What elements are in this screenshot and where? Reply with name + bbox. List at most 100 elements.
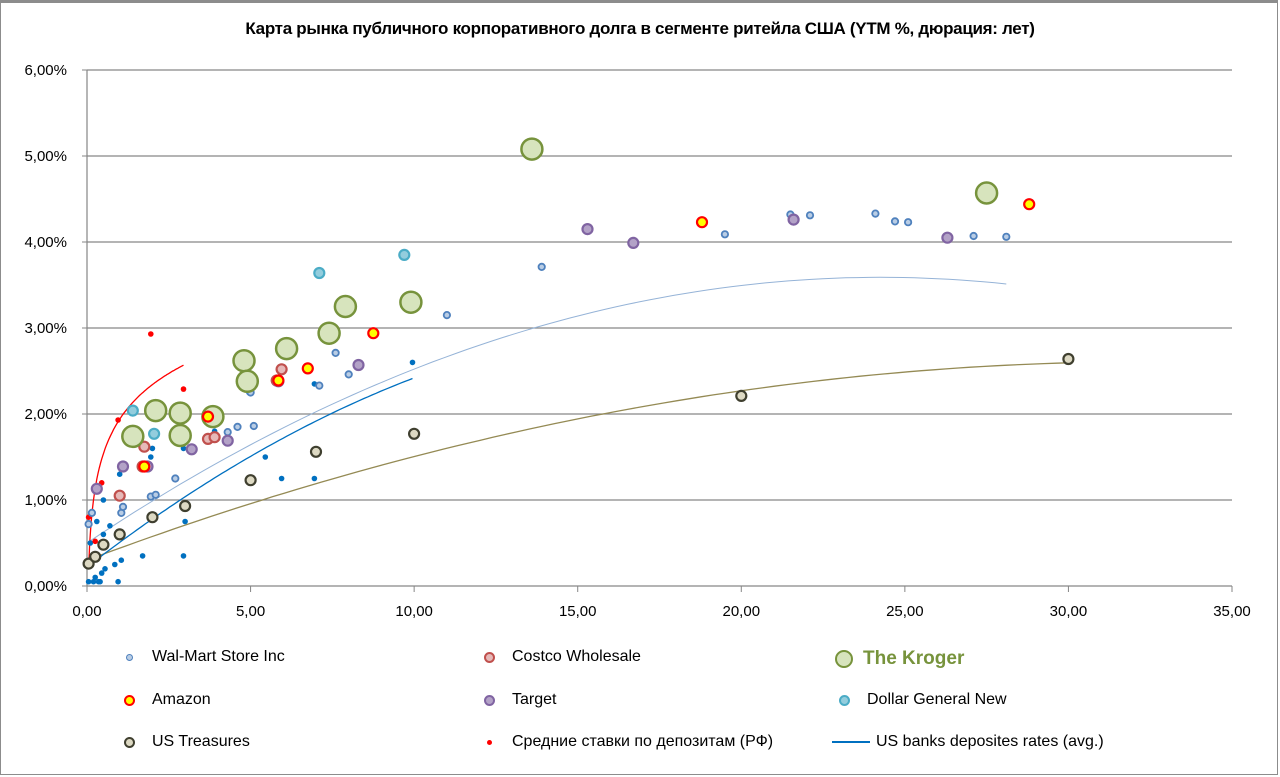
data-point-us_banks — [92, 574, 98, 581]
data-point-us_treasures — [146, 511, 159, 524]
data-point-us_treasures — [179, 499, 192, 513]
data-point-dollar_general — [313, 266, 326, 280]
data-point-us_banks — [409, 359, 416, 366]
legend-label: Средние ставки по депозитам (РФ) — [512, 733, 774, 750]
x-tick-label: 0,00 — [72, 603, 101, 620]
data-point-us_banks — [85, 578, 92, 585]
series-target — [90, 213, 954, 495]
data-point-us_treasures — [89, 550, 102, 563]
data-point-walmart — [84, 519, 93, 529]
y-tick-label: 6,00% — [24, 62, 67, 79]
legend-marker-swatch — [123, 736, 135, 748]
data-point-walmart — [151, 490, 160, 499]
data-point-us_treasures — [309, 445, 323, 458]
data-point-us_banks — [90, 578, 97, 585]
data-point-us_banks — [148, 454, 154, 460]
legend-marker-swatch — [483, 694, 495, 706]
legend-item-us_banks: US banks deposites rates (avg.) — [832, 733, 1104, 751]
legend-item-target: Target — [480, 691, 556, 709]
trendlines — [87, 276, 1069, 569]
data-point-us_treasures — [113, 528, 126, 541]
gridlines — [87, 69, 1232, 501]
legend-item-costco: Costco Wholesale — [480, 648, 641, 666]
data-point-kroger — [168, 401, 192, 425]
legend-label: The Kroger — [863, 648, 965, 669]
legend-marker-swatch — [838, 694, 850, 706]
data-point-us_banks — [100, 497, 107, 503]
legend-item-us_treasures: US Treasures — [120, 733, 250, 751]
legend-line-swatch — [832, 741, 870, 743]
trendline-us_treasures — [88, 362, 1069, 561]
data-point-rf_deposits — [180, 386, 187, 392]
data-point-walmart — [249, 421, 258, 431]
x-tick-label: 5,00 — [236, 603, 265, 620]
data-point-amazon — [201, 410, 215, 423]
data-point-amazon — [1023, 198, 1036, 211]
data-point-kroger — [121, 424, 145, 449]
data-point-walmart — [87, 508, 97, 518]
series-us_banks — [85, 359, 416, 585]
data-point-dollar_general — [398, 248, 411, 261]
data-point-walmart — [118, 502, 128, 511]
data-point-us_banks — [149, 445, 156, 452]
x-tick-label: 25,00 — [886, 603, 924, 620]
y-tick-label: 4,00% — [24, 234, 67, 251]
x-tick-label: 15,00 — [559, 603, 597, 620]
y-tick-label: 1,00% — [24, 492, 67, 509]
data-point-kroger — [317, 321, 341, 345]
data-point-target — [627, 236, 640, 249]
data-point-us_banks — [180, 553, 187, 559]
data-point-kroger — [399, 290, 423, 314]
legend-label: Dollar General New — [867, 691, 1007, 708]
data-point-us_banks — [116, 471, 123, 478]
data-point-us_treasures — [244, 474, 257, 487]
data-point-us_banks — [139, 553, 146, 559]
data-point-walmart — [805, 211, 815, 220]
data-point-walmart — [344, 370, 353, 379]
data-point-walmart — [871, 209, 880, 218]
legend-label: Wal-Mart Store Inc — [152, 648, 285, 665]
legend-marker-swatch — [483, 651, 495, 663]
data-point-us_banks — [112, 561, 118, 568]
tick-labels: 0,00% 1,00% 2,00% 3,00% 4,00% 5,00% 6,00% 0,00 5… — [24, 62, 1250, 620]
axes — [82, 69, 1233, 592]
data-point-kroger — [274, 336, 299, 361]
data-point-target — [221, 434, 234, 447]
data-point-us_treasures — [97, 538, 110, 551]
y-tick-label: 0,00% — [24, 578, 67, 595]
data-points — [82, 137, 1075, 585]
data-point-amazon — [695, 216, 709, 229]
data-point-target — [90, 482, 103, 495]
data-point-kroger — [520, 137, 544, 161]
data-point-walmart — [1002, 232, 1011, 241]
legend-label: Amazon — [152, 691, 211, 708]
series-us_treasures — [82, 352, 1075, 570]
data-point-us_banks — [97, 578, 103, 585]
data-point-costco — [208, 431, 221, 444]
data-point-walmart — [315, 381, 324, 390]
data-point-rf_deposits — [92, 538, 98, 545]
legend-label: US Treasures — [152, 733, 250, 750]
legend-item-walmart: Wal-Mart Store Inc — [120, 648, 285, 666]
legend-label: Target — [512, 691, 557, 708]
chart-title: Карта рынка публичного корпоративного до… — [245, 19, 1035, 38]
data-point-us_treasures — [1062, 352, 1075, 366]
data-point-us_banks — [115, 578, 121, 585]
x-tick-label: 35,00 — [1213, 603, 1251, 620]
data-point-kroger — [232, 348, 256, 373]
legend-marker-swatch — [835, 650, 853, 668]
data-point-walmart — [223, 427, 232, 437]
data-point-target — [787, 213, 800, 226]
data-point-us_banks — [94, 518, 100, 525]
legend-marker-swatch — [123, 694, 135, 706]
data-point-us_banks — [311, 475, 318, 482]
data-point-us_banks — [107, 523, 113, 529]
y-tick-label: 3,00% — [24, 320, 67, 337]
data-point-target — [581, 223, 594, 236]
data-point-dollar_general — [126, 404, 139, 417]
trendline-rf_deposits — [87, 364, 184, 569]
data-point-walmart — [171, 474, 180, 483]
data-point-amazon — [138, 460, 151, 473]
y-tick-label: 5,00% — [24, 148, 67, 165]
